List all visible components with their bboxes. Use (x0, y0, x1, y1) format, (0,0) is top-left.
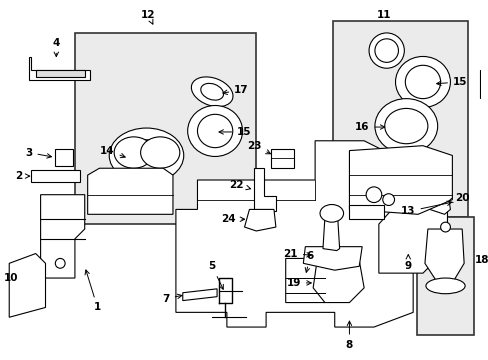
Ellipse shape (187, 105, 242, 157)
Bar (416, 217, 473, 335)
Text: 26: 26 (0, 359, 1, 360)
Ellipse shape (368, 33, 404, 68)
Text: 13: 13 (400, 201, 450, 216)
Text: 8: 8 (345, 321, 352, 350)
Polygon shape (429, 190, 449, 214)
Text: 11: 11 (376, 10, 390, 20)
Text: 2: 2 (16, 171, 30, 181)
Text: 6: 6 (305, 252, 313, 272)
Text: 14: 14 (100, 145, 125, 158)
Ellipse shape (382, 194, 394, 206)
Ellipse shape (55, 258, 65, 268)
Bar (479, 70, 488, 98)
Ellipse shape (440, 222, 449, 232)
Ellipse shape (141, 137, 180, 168)
Polygon shape (244, 210, 275, 231)
Ellipse shape (319, 204, 343, 222)
Polygon shape (322, 217, 339, 251)
Ellipse shape (374, 39, 398, 62)
Polygon shape (312, 260, 364, 302)
Text: 4: 4 (53, 38, 60, 57)
Text: 25: 25 (0, 359, 1, 360)
Polygon shape (176, 141, 412, 327)
Polygon shape (31, 170, 80, 182)
Polygon shape (41, 195, 84, 278)
Text: 5: 5 (208, 261, 223, 289)
Polygon shape (36, 70, 84, 77)
Text: 27: 27 (0, 359, 1, 360)
Polygon shape (285, 258, 324, 302)
Text: 12: 12 (141, 10, 155, 24)
Text: 17: 17 (223, 85, 248, 95)
Polygon shape (424, 229, 463, 283)
Ellipse shape (425, 278, 464, 294)
Polygon shape (349, 146, 451, 214)
Polygon shape (378, 195, 447, 273)
Polygon shape (183, 289, 217, 301)
Polygon shape (254, 168, 275, 211)
Text: 15: 15 (436, 77, 467, 87)
Text: 1: 1 (85, 270, 101, 312)
Text: 22: 22 (229, 180, 250, 190)
Ellipse shape (405, 65, 440, 99)
Ellipse shape (114, 137, 153, 168)
Text: 24: 24 (221, 214, 244, 224)
Text: 10: 10 (4, 273, 19, 283)
Ellipse shape (395, 57, 449, 107)
Polygon shape (349, 204, 383, 219)
Ellipse shape (191, 77, 232, 107)
Text: 15: 15 (219, 127, 251, 137)
Bar (55, 149, 73, 166)
Text: 20: 20 (447, 193, 468, 203)
Text: 7: 7 (162, 294, 182, 303)
Text: 18: 18 (473, 255, 488, 265)
Ellipse shape (197, 114, 232, 148)
Bar (75, 33, 256, 224)
Text: 9: 9 (404, 255, 411, 271)
Text: 23: 23 (246, 141, 270, 154)
Polygon shape (87, 168, 173, 214)
Polygon shape (303, 247, 362, 270)
Polygon shape (9, 253, 45, 317)
Polygon shape (270, 149, 293, 168)
Ellipse shape (109, 128, 183, 183)
Polygon shape (29, 58, 89, 80)
Ellipse shape (384, 108, 427, 144)
Ellipse shape (374, 99, 437, 153)
Text: 19: 19 (286, 278, 311, 288)
Ellipse shape (366, 187, 381, 203)
Text: 21: 21 (283, 248, 311, 258)
Bar (332, 21, 467, 217)
Text: 16: 16 (354, 122, 384, 132)
Ellipse shape (201, 84, 223, 100)
Text: 3: 3 (25, 148, 51, 158)
Ellipse shape (124, 140, 168, 171)
